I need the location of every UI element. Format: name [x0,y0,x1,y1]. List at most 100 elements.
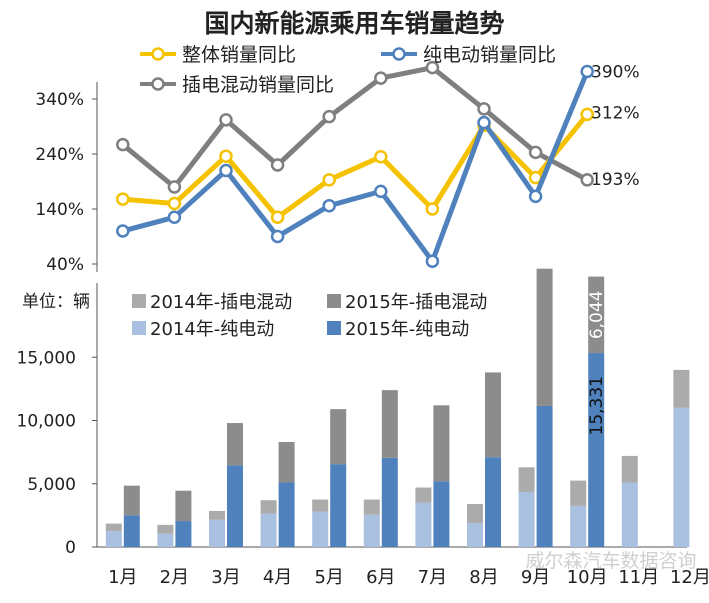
data-point-ev [374,184,388,199]
legend-marker-overall [151,47,165,61]
bar-2014-ev [415,502,432,547]
data-label-2015-phev-oct: 6,044 [587,290,607,339]
bar-2014-ev [673,407,690,547]
data-point-overall [425,202,440,216]
end-label-phev: 193% [591,170,640,190]
x-tick-label: 7月 [418,567,447,588]
data-point-phev [580,173,594,187]
legend-label-ev: 纯电动销量同比 [423,44,556,66]
bar-2014-ev [157,533,174,547]
legend-label-overall: 整体销量同比 [182,44,296,66]
x-tick-label: 4月 [263,567,292,588]
data-point-ev [425,254,440,268]
data-point-ev [477,115,491,130]
data-point-ev [116,224,130,238]
data-point-phev [425,60,440,75]
series-line-overall [122,112,590,220]
legend-label-ev-2014: 2014年-纯电动 [150,319,274,340]
x-tick-label: 10月 [567,567,608,588]
bar-y-tick-label: 0 [65,538,76,558]
watermark-text: 威尔森汽车数据咨询 [525,550,696,572]
data-point-overall [322,173,336,187]
bar-2014-phev [570,480,587,506]
bar-2015-phev [330,409,347,465]
legend-marker-phev [151,77,165,91]
data-point-phev [167,180,182,194]
bar-2014-ev [209,519,225,547]
bar-2015-ev [485,457,501,547]
line-y-tick-label: 40% [46,255,84,275]
bar-2014-phev [415,487,432,503]
bar-2014-phev [209,510,225,520]
bar-2015-phev [433,405,450,482]
data-point-overall [270,210,285,224]
bar-2015-phev [536,268,553,406]
bar-2014-phev [157,524,174,534]
end-label-overall: 312% [591,103,640,123]
bar-2014-phev [260,500,277,514]
end-label-ev: 390% [591,63,640,83]
data-point-phev [116,137,130,152]
data-point-overall [374,150,388,164]
data-point-ev [528,189,543,204]
data-point-phev [322,109,336,124]
legend-label-phev-2015: 2015年-插电混动 [345,292,487,313]
bar-2014-phev [621,455,638,483]
line-y-tick-label: 140% [35,200,84,220]
legend-label-ev-2015: 2015年-纯电动 [345,319,469,340]
data-point-overall [219,149,233,163]
bar-2015-phev [175,490,192,522]
bar-2015-ev [433,481,450,547]
bar-2014-ev [467,522,483,547]
bar-2014-phev [105,523,122,532]
bar-2015-ev [330,464,347,547]
bar-2015-phev [588,276,605,354]
bar-2015-ev [588,353,605,547]
legend-swatch-ev-2014 [132,321,146,335]
data-point-ev [167,210,182,224]
bar-y-tick-label: 15,000 [17,348,76,368]
bar-2015-ev [381,457,398,547]
data-point-phev [374,71,388,85]
bar-2014-phev [312,499,329,512]
data-point-overall [580,107,594,122]
bar-2015-phev [227,423,243,466]
bar-2015-ev [227,465,243,547]
bar-2015-phev [485,372,501,458]
legend-label-phev-2014: 2014年-插电混动 [150,292,292,313]
x-tick-label: 3月 [211,567,240,588]
bar-2015-ev [175,521,192,547]
data-point-ev [322,198,336,213]
bar-2014-ev [260,513,277,547]
legend-label-phev: 插电混动销量同比 [182,74,334,96]
data-point-phev [477,102,491,116]
bar-2014-ev [518,491,535,547]
bar-2014-phev [467,503,483,523]
bar-2014-phev [673,369,690,408]
x-tick-label: 12月 [670,567,709,588]
bar-2015-ev [278,482,295,547]
bar-2014-ev [312,511,329,547]
legend-swatch-ev-2015 [327,321,341,335]
bar-2014-ev [621,482,638,547]
legend-swatch-phev-2014 [132,294,146,308]
bar-2015-ev [123,515,140,547]
data-point-phev [528,145,543,160]
legend-swatch-phev-2015 [327,294,341,308]
series-line-ev [122,70,590,264]
bar-2014-ev [363,514,380,547]
line-y-tick-label: 240% [35,145,84,165]
bar-2014-ev [105,531,122,547]
data-point-overall [167,196,182,211]
x-tick-label: 9月 [521,567,550,588]
chart-title: 国内新能源乘用车销量趋势 [204,9,505,38]
data-point-ev [580,64,594,79]
bar-2015-phev [123,485,140,516]
bar-2015-phev [278,442,295,483]
x-tick-label: 6月 [366,567,395,588]
bar-2015-ev [536,405,553,547]
data-label-2015-ev-oct: 15,331 [587,376,607,435]
data-point-ev [270,229,285,244]
bar-y-tick-label: 10,000 [17,412,76,432]
